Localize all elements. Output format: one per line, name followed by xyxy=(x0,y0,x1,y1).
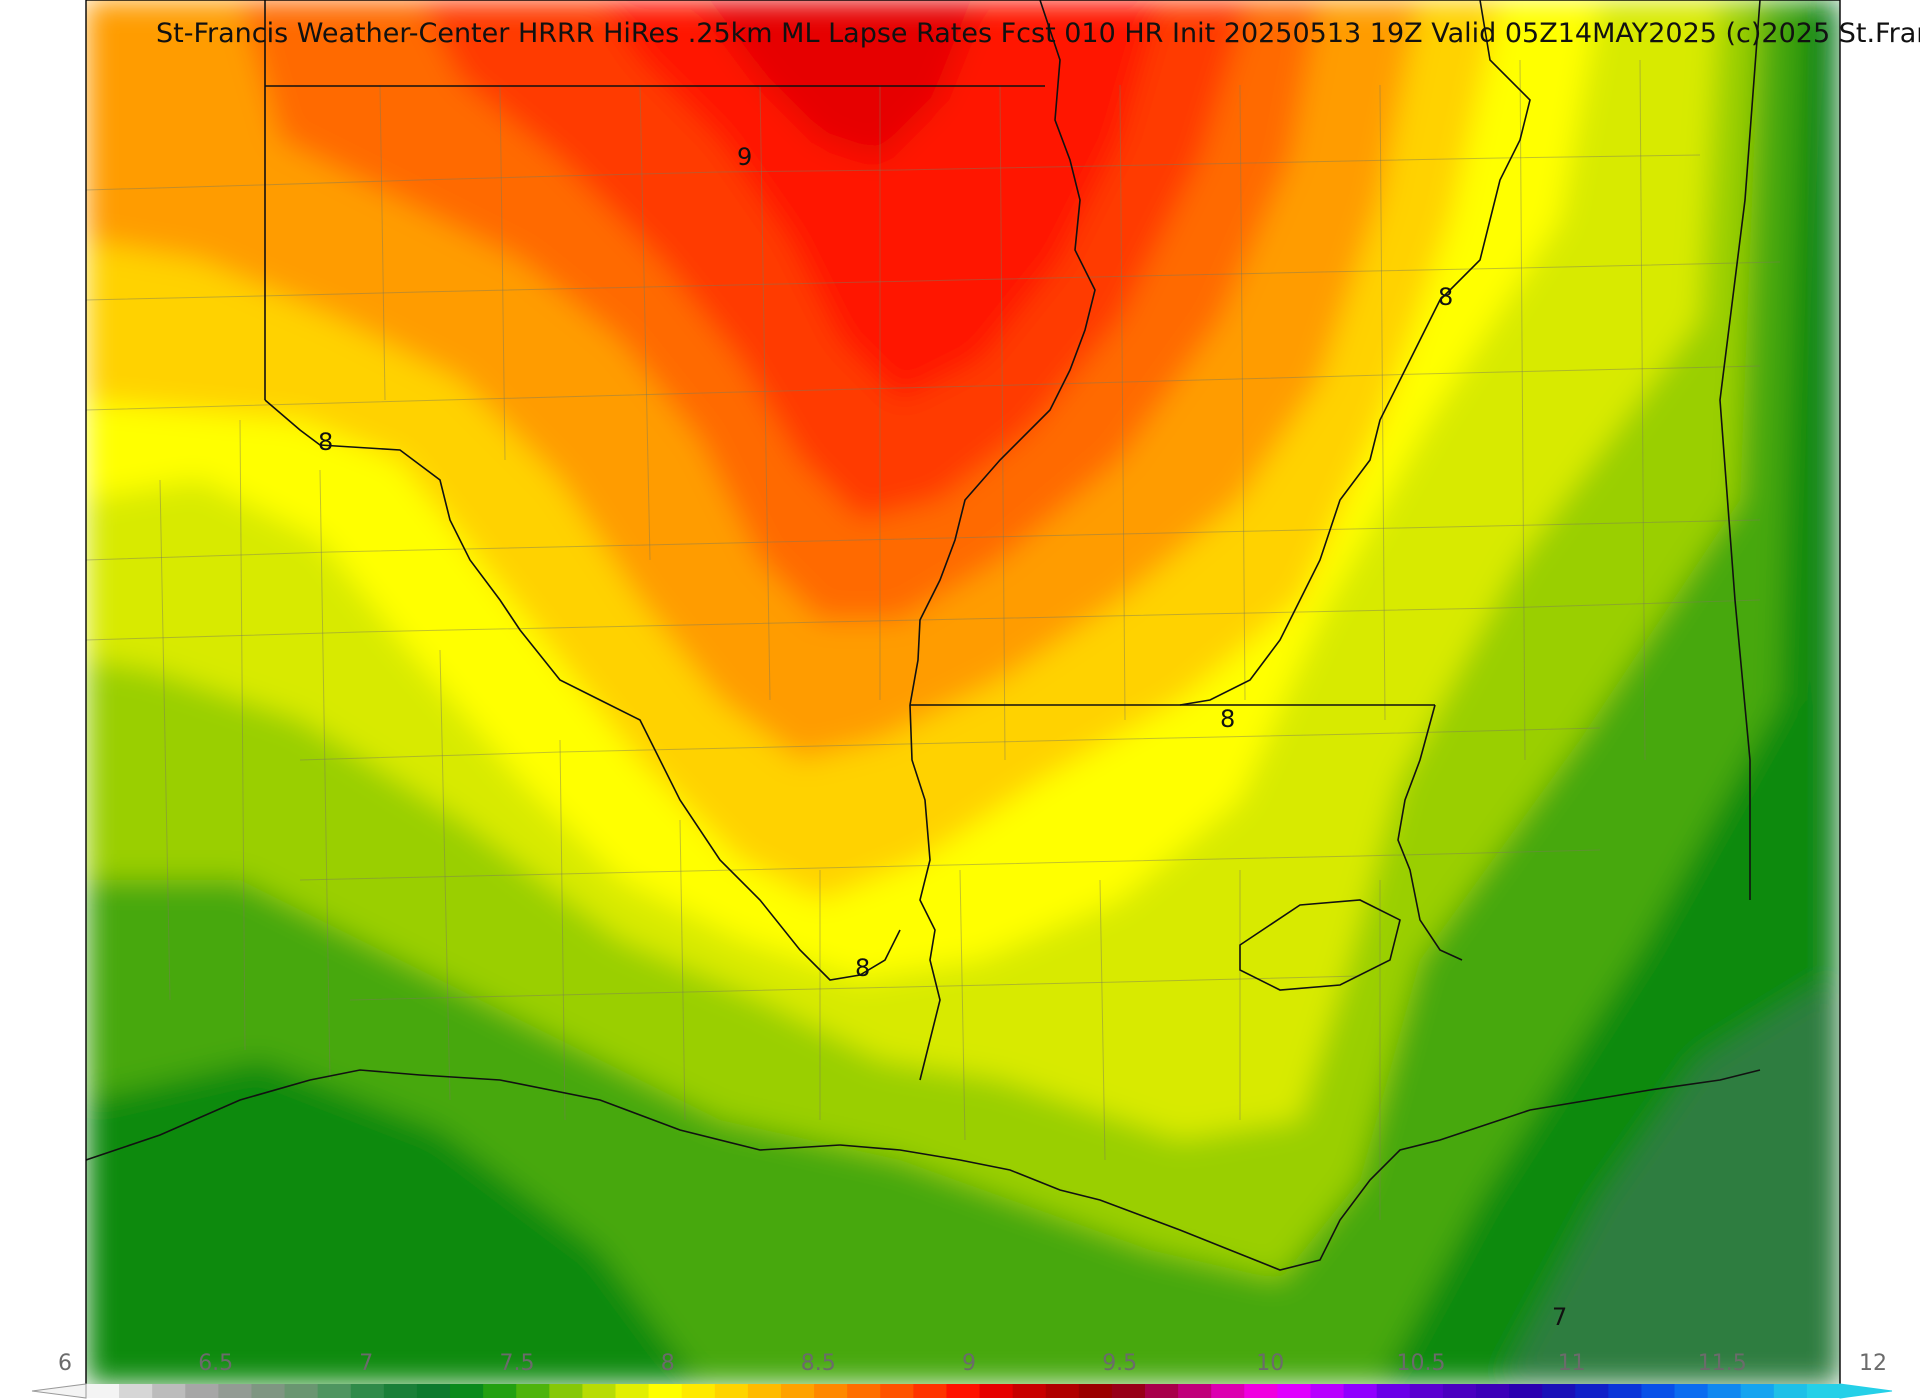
colorbar-tick-label: 12 xyxy=(1859,1351,1887,1376)
contour-label-8-east: 8 xyxy=(1438,283,1453,311)
colorbar-cell xyxy=(1575,1384,1609,1398)
colorbar-cell xyxy=(1509,1384,1543,1398)
colorbar-cell xyxy=(549,1384,584,1398)
colorbar-cell xyxy=(979,1384,1014,1398)
colorbar-cell xyxy=(1012,1384,1047,1398)
colorbar-cell xyxy=(383,1384,418,1398)
contour-label-8-center: 8 xyxy=(1220,705,1235,733)
colorbar-cell xyxy=(1178,1384,1212,1398)
colorbar-cell xyxy=(284,1384,319,1398)
colorbar-cell xyxy=(648,1384,683,1398)
gulf-coast-louisiana xyxy=(839,1129,1471,1271)
colorbar-tick-label: 7 xyxy=(359,1351,373,1376)
colorbar-cell xyxy=(780,1384,815,1398)
colorbar-cell xyxy=(913,1384,948,1398)
colorbar-cell xyxy=(1475,1384,1510,1398)
contour-label-7: 7 xyxy=(1552,1303,1567,1331)
fill-red-band xyxy=(600,0,1160,400)
colorbar-cell xyxy=(516,1384,550,1398)
colorbar-cell xyxy=(1343,1384,1378,1398)
colorbar-cell xyxy=(1045,1384,1080,1398)
colorbar-cell xyxy=(1674,1384,1709,1398)
mississippi-alabama-border xyxy=(1719,0,1761,900)
map-title: St-Francis Weather-Center HRRR HiRes .25… xyxy=(156,18,1920,49)
colorbar-left-arrow xyxy=(31,1383,87,1399)
colorbar-tick-label: 6 xyxy=(58,1351,72,1376)
colorbar-tick-label: 6.5 xyxy=(198,1351,233,1376)
red-river-border xyxy=(264,399,901,981)
colorbar-cell xyxy=(880,1384,914,1398)
colorbar-cell xyxy=(218,1384,253,1398)
colorbar-cell xyxy=(1773,1384,1808,1398)
colorbar-cell xyxy=(1211,1384,1245,1398)
colorbar-cell xyxy=(681,1384,716,1398)
colorbar-cell xyxy=(1442,1384,1477,1398)
colorbar-cell xyxy=(1740,1384,1775,1398)
colorbar-tick-label: 11 xyxy=(1558,1351,1586,1376)
colorbar-cell xyxy=(185,1384,219,1398)
colorbar-tick-label: 10.5 xyxy=(1397,1351,1446,1376)
colorbar-cell xyxy=(1078,1384,1113,1398)
colorbar-tick-label: 8.5 xyxy=(801,1351,836,1376)
colorbar-cell xyxy=(1277,1384,1312,1398)
contour-label-8-south: 8 xyxy=(855,954,870,982)
fill-deep-red-core xyxy=(700,0,980,160)
colorbar-right-arrow xyxy=(1839,1383,1893,1399)
colorbar-tick-label: 9.5 xyxy=(1102,1351,1137,1376)
colorbar-cell xyxy=(350,1384,385,1398)
colorbar-cell xyxy=(450,1384,484,1398)
colorbar-cell xyxy=(847,1384,881,1398)
colorbar-tick-label: 10 xyxy=(1256,1351,1284,1376)
colorbar-cell xyxy=(1244,1384,1278,1398)
colorbar-cell xyxy=(814,1384,848,1398)
colorbar-cell xyxy=(152,1384,186,1398)
colorbar-cell xyxy=(747,1384,782,1398)
lapse-rate-filled-contours xyxy=(86,0,1840,1385)
colorbar-tick-label: 8 xyxy=(661,1351,675,1376)
colorbar-cell xyxy=(1542,1384,1576,1398)
colorbar-tick-label: 9 xyxy=(962,1351,976,1376)
gulf-coast-texas xyxy=(86,1069,841,1161)
colorbar-cell xyxy=(483,1384,517,1398)
contour-label-9: 9 xyxy=(737,143,752,171)
colorbar-cell xyxy=(119,1384,153,1398)
colorbar-cell xyxy=(1707,1384,1742,1398)
arkansas-mississippi-tn-border xyxy=(1179,0,1531,706)
contour-labels: 9 8 8 8 8 7 xyxy=(318,143,1567,1331)
colorbar-cell xyxy=(1641,1384,1676,1398)
colorbar-cell xyxy=(1310,1384,1345,1398)
colorbar-cell xyxy=(714,1384,749,1398)
mississippi-louisiana-border xyxy=(1397,704,1463,961)
colorbar-cell xyxy=(946,1384,981,1398)
colorbar-tick-label: 11.5 xyxy=(1698,1351,1747,1376)
colorbar-cell xyxy=(416,1384,451,1398)
colorbar-cell xyxy=(615,1384,650,1398)
texas-louisiana-border xyxy=(909,704,941,1081)
colorbar-tick-label: 7.5 xyxy=(500,1351,535,1376)
gulf-coast-mississippi xyxy=(1469,1069,1761,1131)
colorbar: 6 6.5 7 7.5 8 8.5 9 9.5 10 10.5 11 11.5 12 xyxy=(31,1351,1893,1399)
colorbar-cell xyxy=(1608,1384,1643,1398)
colorbar-tick-labels: 6 6.5 7 7.5 8 8.5 9 9.5 10 10.5 11 11.5 12 xyxy=(58,1351,1887,1376)
colorbar-cell xyxy=(251,1384,286,1398)
colorbar-cell xyxy=(1376,1384,1411,1398)
colorbar-cell xyxy=(1145,1384,1179,1398)
colorbar-cells xyxy=(86,1384,1841,1398)
contour-label-8-west: 8 xyxy=(318,428,333,456)
lake-pontchartrain xyxy=(1239,899,1401,991)
state-boundaries xyxy=(86,0,1761,1271)
colorbar-cell xyxy=(1409,1384,1444,1398)
colorbar-cell xyxy=(86,1384,120,1398)
colorbar-cell xyxy=(1806,1384,1841,1398)
mississippi-river-border xyxy=(909,0,1096,706)
colorbar-cell xyxy=(582,1384,617,1398)
colorbar-cell xyxy=(317,1384,352,1398)
colorbar-cell xyxy=(1111,1384,1146,1398)
